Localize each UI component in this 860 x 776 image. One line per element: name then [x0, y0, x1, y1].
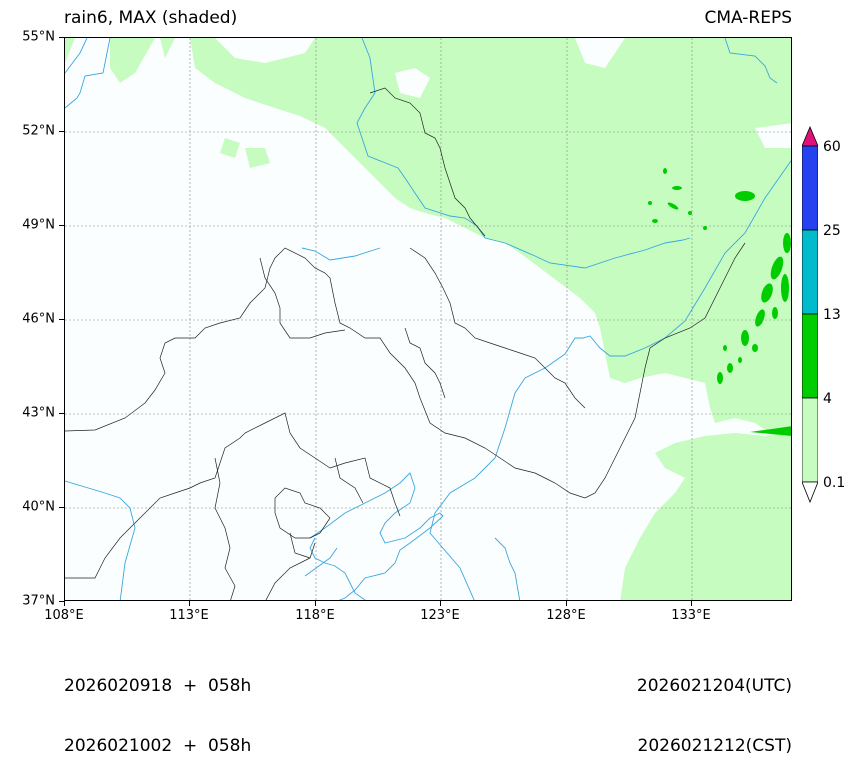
- lat-label: 43°N: [22, 405, 55, 421]
- init-time-cst: 2026021002 + 058h: [64, 736, 252, 756]
- colorbar-label: 25: [823, 223, 841, 239]
- lat-tick: [59, 601, 64, 602]
- lat-label: 40°N: [22, 499, 55, 515]
- lat-label: 37°N: [22, 593, 55, 609]
- valid-time-block: 2026021204(UTC) 2026021212(CST): [637, 636, 792, 776]
- lat-label: 52°N: [22, 123, 55, 139]
- lon-label: 128°E: [546, 608, 586, 623]
- init-time-utc: 2026020918 + 058h: [64, 676, 252, 696]
- lat-tick: [59, 131, 64, 132]
- colorbar-label: 60: [823, 139, 841, 155]
- precip-gap: [215, 38, 791, 448]
- precip-map-graphic: [65, 38, 791, 600]
- lat-tick: [59, 37, 64, 38]
- lat-tick: [59, 319, 64, 320]
- valid-time-utc: 2026021204(UTC): [636, 676, 792, 696]
- colorbar-segment-0.1-4: [802, 397, 818, 483]
- rivers-coastlines: [65, 38, 791, 600]
- colorbar-label: 4: [823, 391, 832, 407]
- colorbar-over-arrow: [802, 126, 818, 147]
- lon-tick: [440, 601, 441, 606]
- lon-tick: [315, 601, 316, 606]
- lon-tick: [691, 601, 692, 606]
- colorbar-label: 0.1: [823, 475, 846, 491]
- valid-time-cst: 2026021212(CST): [637, 736, 792, 756]
- lat-tick: [59, 507, 64, 508]
- lon-label: 108°E: [44, 608, 84, 623]
- colorbar-label: 13: [823, 307, 841, 323]
- precip-shade-light: [65, 38, 791, 600]
- grid-lines: [65, 38, 791, 600]
- lon-label: 113°E: [169, 608, 209, 623]
- map-plot-area: [64, 37, 792, 601]
- colorbar: [802, 126, 818, 504]
- init-time-block: 2026020918 + 058h 2026021002 + 058h: [64, 636, 251, 776]
- lon-label: 123°E: [420, 608, 460, 623]
- model-name: CMA-REPS: [704, 8, 792, 28]
- lat-tick: [59, 413, 64, 414]
- lat-label: 46°N: [22, 311, 55, 327]
- lat-tick: [59, 225, 64, 226]
- colorbar-segment-25-60: [802, 145, 818, 231]
- colorbar-under-arrow: [802, 481, 818, 504]
- lat-label: 49°N: [22, 217, 55, 233]
- lon-tick: [189, 601, 190, 606]
- admin-borders: [65, 87, 746, 600]
- lon-tick: [566, 601, 567, 606]
- lat-label: 55°N: [22, 29, 55, 45]
- lon-label: 118°E: [295, 608, 335, 623]
- colorbar-segment-4-13: [802, 313, 818, 399]
- colorbar-segment-13-25: [802, 229, 818, 315]
- lon-label: 133°E: [671, 608, 711, 623]
- lon-tick: [64, 601, 65, 606]
- map-title: rain6, MAX (shaded): [64, 8, 238, 28]
- precip-shade-green: [648, 168, 791, 436]
